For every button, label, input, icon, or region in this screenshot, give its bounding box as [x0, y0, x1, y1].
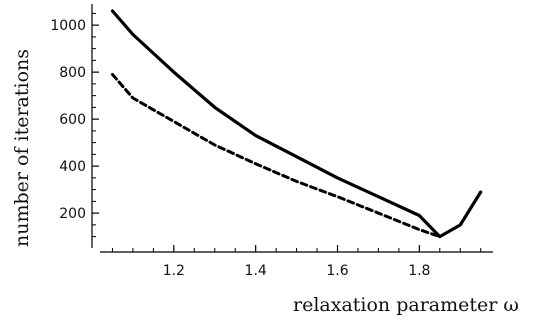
x-tick-label: 1.2 [163, 263, 185, 279]
y-tick-label: 400 [59, 159, 86, 175]
y-tick-label: 1000 [50, 18, 86, 34]
y-tick-label: 600 [59, 112, 86, 128]
series [110, 9, 483, 239]
series-line-solid [110, 9, 483, 239]
x-tick-label: 1.6 [326, 263, 348, 279]
x-tick-label: 1.4 [245, 263, 267, 279]
x-axis-label: relaxation parameter ω [293, 294, 519, 316]
axes [91, 4, 493, 253]
y-tick-label: 800 [59, 65, 86, 81]
y-axis-label: number of iterations [11, 49, 33, 247]
x-tick-label: 1.8 [408, 263, 430, 279]
series-line-dashed [111, 73, 442, 239]
y-tick-label: 200 [59, 206, 86, 222]
ticks: 200 400 600 800 1000 1.2 1.4 1.6 1.8 [50, 12, 482, 279]
